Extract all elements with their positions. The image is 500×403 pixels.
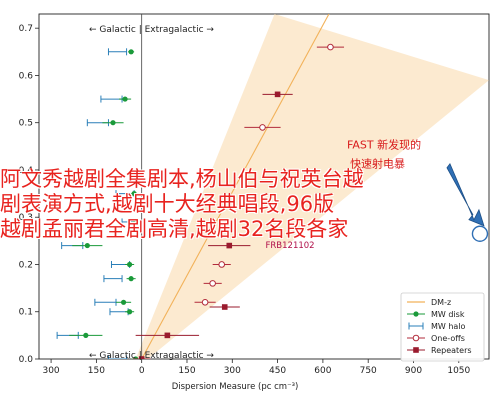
x-tick-label: 900 <box>405 366 422 376</box>
y-tick-label: 0.1 <box>19 308 33 318</box>
x-tick-label: 0 <box>139 366 145 376</box>
frb-label: FRB121102 <box>266 241 315 251</box>
mw-disk-point <box>120 299 127 305</box>
mw-disk-point <box>131 190 137 197</box>
legend-label: MW halo <box>431 322 466 331</box>
x-tick-label: 300 <box>224 366 241 376</box>
mw-disk-point <box>83 332 89 338</box>
x-tick-label: 450 <box>269 366 286 376</box>
x-tick-label: 750 <box>360 366 377 376</box>
y-tick-label: 0.4 <box>19 166 34 176</box>
one-off-point <box>259 124 266 131</box>
legend-oneoff-marker <box>412 334 420 342</box>
mw-disk-point <box>110 120 116 126</box>
y-tick-label: 0.5 <box>19 119 33 129</box>
mw-disk-point <box>127 309 133 315</box>
y-tick-label: 0.3 <box>19 213 33 223</box>
mw-disk-point <box>84 242 90 249</box>
x-tick-label: 1050 <box>447 366 470 376</box>
y-tick-label: 0.2 <box>19 260 33 270</box>
highlight-circle <box>471 225 489 242</box>
dm-z-band-fill <box>135 14 489 359</box>
top-annotation: ← Galactic | Extragalactic → <box>89 25 214 35</box>
dm-z-line <box>141 14 330 359</box>
one-off-point <box>209 280 216 287</box>
x-tick-label: 150 <box>178 366 195 376</box>
overlay-line-3: 越剧孟丽君全剧高清,越剧32名段各家 <box>0 218 349 241</box>
mw-disk-point <box>133 219 139 225</box>
x-tick-label: 600 <box>314 366 331 376</box>
x-tick-label: 150 <box>88 366 105 376</box>
highlight-arrow <box>446 162 485 227</box>
mw-disk-point <box>128 276 134 282</box>
y-tick-label: 0.7 <box>19 24 33 34</box>
dm-z-band <box>135 14 489 359</box>
fast-annotation: 快速射电暴 <box>350 157 405 171</box>
x-tick-label: 300 <box>42 366 59 376</box>
overlay-line-2: 剧表演方式,越剧十大经典唱段,96版 <box>0 193 335 216</box>
mw-disk-point <box>128 49 134 55</box>
repeater-point <box>221 304 228 310</box>
one-off-point <box>327 43 334 51</box>
legend-disk-marker <box>413 311 419 317</box>
one-off-point <box>201 298 209 306</box>
axes: 300 150 0 150 300 450 600 750 900 1050 0.0 0.1 0.2 0.… <box>19 24 471 376</box>
legend-box <box>400 292 485 362</box>
fast-annotation: FAST 新发现的 <box>347 138 421 152</box>
repeater-point <box>226 242 233 249</box>
legend: DM-z MW disk MW halo One-offs Repeaters <box>400 292 485 362</box>
repeater-point <box>274 91 281 98</box>
legend-label: One-offs <box>431 334 465 343</box>
data-series <box>56 43 345 359</box>
legend-repeater-marker <box>413 347 419 353</box>
bottom-annotation: ← Galactic | Extragalactic → <box>89 351 214 361</box>
mw-disk-point <box>133 356 139 359</box>
legend-label: MW disk <box>431 310 465 319</box>
legend-label: Repeaters <box>431 346 472 355</box>
legend-label: DM-z <box>431 298 451 307</box>
repeater-point <box>138 356 145 359</box>
y-tick-label: 0.0 <box>19 355 34 365</box>
y-tick-label: 0.6 <box>19 71 34 81</box>
one-off-point <box>218 261 226 268</box>
mw-disk-point <box>127 261 133 268</box>
mw-disk-point <box>122 96 128 102</box>
repeater-point <box>164 332 171 339</box>
x-axis-title: Dispersion Measure (pc cm⁻³) <box>172 382 299 392</box>
overlay-line-1: 阿文秀越剧全集剧本,杨山伯与祝英台越 <box>0 168 364 191</box>
